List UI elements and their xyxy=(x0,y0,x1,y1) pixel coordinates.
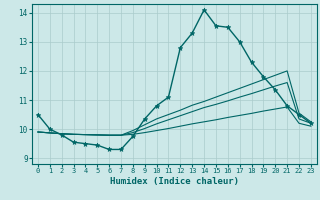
X-axis label: Humidex (Indice chaleur): Humidex (Indice chaleur) xyxy=(110,177,239,186)
